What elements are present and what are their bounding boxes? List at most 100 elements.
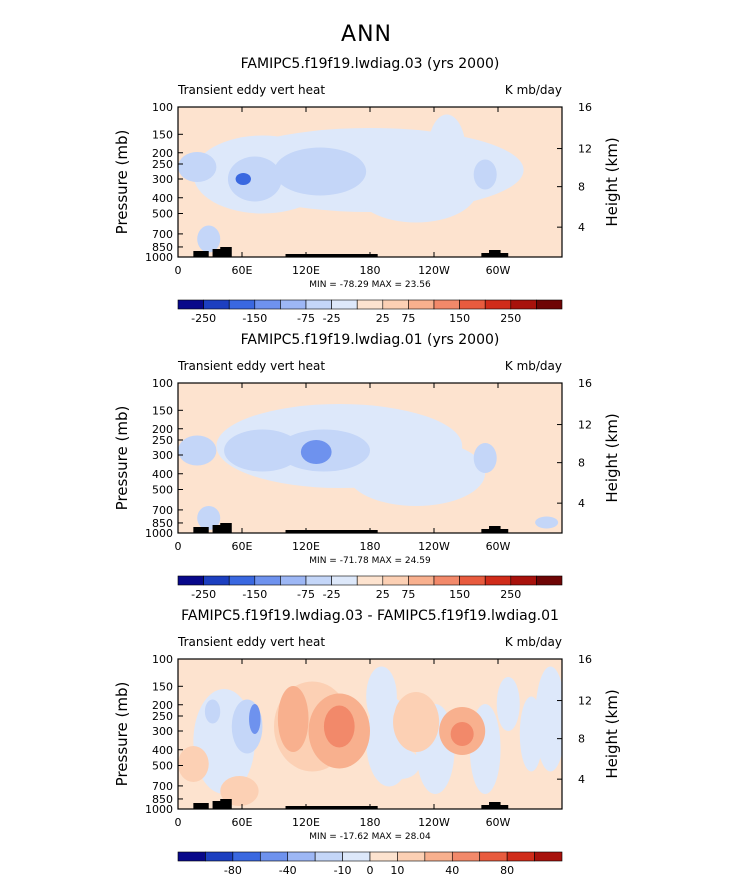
- x-tick-label: 0: [175, 540, 182, 553]
- y-tick-label: 150: [152, 404, 173, 417]
- y-axis-title: Pressure (mb): [113, 130, 131, 235]
- y-tick-label: 500: [152, 208, 173, 221]
- contour-blob: [354, 156, 478, 223]
- contour-blob: [323, 705, 355, 748]
- x-tick-label: 0: [175, 816, 182, 829]
- colorbar-swatch: [177, 851, 206, 862]
- colorbar-label: 25: [376, 312, 390, 325]
- colorbar-swatch: [408, 575, 435, 586]
- contour-blob: [277, 686, 309, 752]
- colorbar-label: -75: [297, 312, 315, 325]
- panel-field-label: Transient eddy vert heat: [177, 635, 325, 649]
- y2-tick-label: 4: [578, 497, 585, 510]
- colorbar-swatch: [280, 299, 307, 310]
- x-tick-label: 120W: [418, 540, 450, 553]
- x-tick-label: 180: [360, 816, 381, 829]
- y2-axis-title: Height (km): [603, 137, 621, 226]
- topography-mask: [193, 527, 209, 533]
- y-tick-label: 200: [152, 423, 173, 436]
- colorbar-label: 0: [367, 864, 374, 877]
- contour-fills: [178, 114, 524, 257]
- contour-blob: [393, 692, 440, 752]
- x-tick-label: 0: [175, 264, 182, 277]
- colorbar-swatch: [287, 851, 316, 862]
- colorbar-swatch: [479, 851, 508, 862]
- contour-fills: [178, 666, 562, 809]
- panel-title: FAMIPC5.f19f19.lwdiag.03 (yrs 2000): [241, 56, 500, 72]
- colorbar-swatch: [451, 851, 481, 862]
- contour-blob: [178, 152, 217, 182]
- y-tick-label: 500: [152, 760, 173, 773]
- colorbar-swatch: [459, 299, 486, 310]
- topography-mask: [285, 806, 378, 809]
- colorbar-label: -150: [242, 312, 267, 325]
- contour-blob: [178, 435, 217, 466]
- y-tick-label: 700: [152, 780, 173, 793]
- panel-field-label: Transient eddy vert heat: [177, 359, 325, 373]
- y-tick-label: 850: [152, 793, 173, 806]
- topography-mask: [193, 803, 209, 809]
- panel-title: FAMIPC5.f19f19.lwdiag.03 - FAMIPC5.f19f1…: [181, 608, 559, 624]
- colorbar-swatch: [203, 299, 230, 310]
- colorbar-label: -25: [323, 588, 341, 601]
- colorbar-swatch: [205, 851, 234, 862]
- min-max-stats: MIN = -71.78 MAX = 24.59: [309, 556, 431, 566]
- colorbar-swatch: [382, 299, 409, 310]
- colorbar-swatch: [305, 299, 332, 310]
- colorbar-swatch: [534, 851, 563, 862]
- y2-axis-title: Height (km): [603, 413, 621, 502]
- colorbar-swatch: [459, 575, 486, 586]
- x-tick-label: 180: [360, 540, 381, 553]
- x-tick-label: 120W: [418, 264, 450, 277]
- colorbar-swatch: [331, 299, 358, 310]
- x-tick-label: 60E: [232, 264, 253, 277]
- colorbar-swatch: [228, 575, 256, 586]
- colorbar-swatch: [314, 851, 343, 862]
- y-tick-label: 150: [152, 680, 173, 693]
- colorbar-label: 25: [376, 588, 390, 601]
- y2-axis-title: Height (km): [603, 689, 621, 778]
- y-tick-label: 400: [152, 468, 173, 481]
- y-axis-title: Pressure (mb): [113, 682, 131, 787]
- panel-units-label: K mb/day: [505, 635, 562, 649]
- colorbar-swatch: [536, 299, 563, 310]
- topography-mask: [193, 251, 209, 257]
- colorbar-swatch: [259, 851, 289, 862]
- y-axis-title: Pressure (mb): [113, 406, 131, 511]
- colorbar-label: 75: [401, 588, 415, 601]
- colorbar-swatch: [280, 575, 307, 586]
- x-tick-label: 180: [360, 264, 381, 277]
- y2-tick-label: 4: [578, 773, 585, 786]
- x-tick-label: 60E: [232, 540, 253, 553]
- colorbar-label: 80: [500, 864, 514, 877]
- y-tick-label: 250: [152, 158, 173, 171]
- colorbar-label: 75: [401, 312, 415, 325]
- colorbar-label: 250: [500, 588, 521, 601]
- y-tick-label: 400: [152, 192, 173, 205]
- y-tick-label: 850: [152, 517, 173, 530]
- y2-tick-label: 8: [578, 181, 585, 194]
- topography-mask: [212, 801, 225, 809]
- contour-blob: [197, 225, 221, 253]
- colorbar-swatch: [356, 575, 384, 586]
- colorbar-label: 150: [449, 588, 470, 601]
- min-max-stats: MIN = -78.29 MAX = 23.56: [309, 280, 431, 290]
- colorbar-label: 150: [449, 312, 470, 325]
- colorbar-swatch: [424, 851, 453, 862]
- contour-blob: [473, 443, 497, 473]
- colorbar-swatch: [433, 299, 460, 310]
- x-tick-label: 60W: [486, 540, 511, 553]
- x-tick-label: 60E: [232, 816, 253, 829]
- y2-tick-label: 16: [578, 377, 592, 390]
- x-tick-label: 60W: [486, 816, 511, 829]
- panel-units-label: K mb/day: [505, 359, 562, 373]
- contour-blob: [274, 147, 367, 196]
- colorbar-swatch: [397, 851, 426, 862]
- contour-blob: [235, 173, 251, 185]
- contour-blob: [220, 776, 259, 806]
- panel-title: FAMIPC5.f19f19.lwdiag.01 (yrs 2000): [241, 332, 500, 348]
- colorbar-swatch: [484, 575, 512, 586]
- x-tick-label: 120E: [292, 540, 320, 553]
- colorbar-label: -80: [224, 864, 242, 877]
- y2-tick-label: 4: [578, 221, 585, 234]
